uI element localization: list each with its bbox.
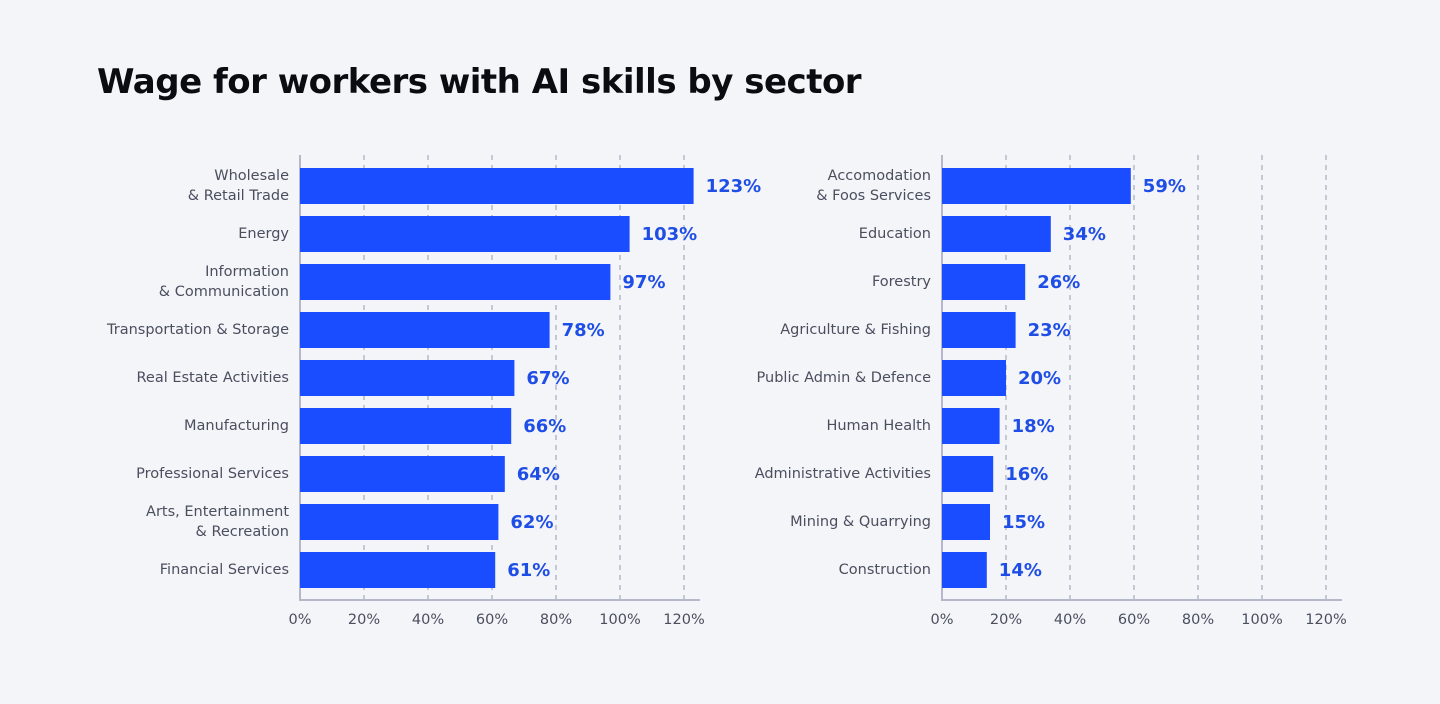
x-tick-label: 0%: [930, 612, 953, 628]
x-tick-label: 20%: [990, 612, 1022, 628]
value-label: 62%: [510, 512, 553, 533]
category-label: Real Estate Activities: [136, 370, 289, 386]
category-label: Education: [858, 226, 931, 242]
bar: [300, 360, 515, 396]
value-label: 97%: [622, 272, 665, 293]
x-tick-label: 120%: [663, 612, 704, 628]
value-label: 64%: [517, 464, 560, 485]
category-label: Forestry: [871, 274, 931, 290]
x-tick-label: 80%: [540, 612, 572, 628]
bar: [300, 552, 496, 588]
bar: [300, 216, 630, 252]
category-label: Financial Services: [159, 562, 289, 578]
x-tick-label: 60%: [476, 612, 508, 628]
bar: [942, 312, 1016, 348]
bar: [942, 456, 994, 492]
category-label: Transportation & Storage: [107, 322, 289, 338]
value-label: 26%: [1037, 272, 1080, 293]
x-tick-label: 120%: [1305, 612, 1346, 628]
x-tick-label: 40%: [1054, 612, 1086, 628]
bar: [942, 264, 1026, 300]
bar: [942, 552, 987, 588]
category-label: Public Admin & Defence: [756, 370, 931, 386]
category-label: Mining & Quarrying: [790, 514, 931, 530]
category-label: Accomodation & Foos Services: [816, 168, 931, 204]
value-label: 61%: [507, 560, 550, 581]
bar: [942, 168, 1131, 204]
bar: [942, 504, 990, 540]
category-label: Information & Communication: [158, 264, 289, 300]
bar: [300, 504, 499, 540]
x-tick-label: 80%: [1182, 612, 1214, 628]
value-label: 103%: [642, 224, 698, 245]
category-label: Agriculture & Fishing: [780, 322, 931, 338]
category-label: Manufacturing: [184, 418, 289, 434]
value-label: 67%: [526, 368, 569, 389]
chart-title: Wage for workers with AI skills by secto…: [97, 62, 862, 102]
x-tick-label: 40%: [412, 612, 444, 628]
value-label: 59%: [1143, 176, 1186, 197]
value-label: 123%: [706, 176, 762, 197]
category-label: Energy: [238, 226, 289, 242]
x-tick-label: 100%: [599, 612, 640, 628]
bar: [300, 408, 512, 444]
value-label: 14%: [999, 560, 1042, 581]
bar: [300, 264, 611, 300]
value-label: 66%: [523, 416, 566, 437]
bar: [300, 168, 694, 204]
x-tick-label: 0%: [288, 612, 311, 628]
x-tick-label: 20%: [348, 612, 380, 628]
category-label: Construction: [838, 562, 931, 578]
category-label: Professional Services: [136, 466, 289, 482]
bar: [300, 456, 505, 492]
bar: [942, 216, 1051, 252]
value-label: 18%: [1012, 416, 1055, 437]
value-label: 15%: [1002, 512, 1045, 533]
value-label: 34%: [1063, 224, 1106, 245]
bar: [300, 312, 550, 348]
category-label: Administrative Activities: [754, 466, 931, 482]
x-tick-label: 100%: [1241, 612, 1282, 628]
value-label: 16%: [1005, 464, 1048, 485]
bar: [942, 408, 1000, 444]
value-label: 78%: [562, 320, 605, 341]
category-label: Arts, Entertainment & Recreation: [146, 504, 289, 540]
value-label: 20%: [1018, 368, 1061, 389]
category-label: Human Health: [826, 418, 931, 434]
value-label: 23%: [1028, 320, 1071, 341]
x-tick-label: 60%: [1118, 612, 1150, 628]
category-label: Wholesale & Retail Trade: [187, 168, 289, 204]
bar: [942, 360, 1006, 396]
